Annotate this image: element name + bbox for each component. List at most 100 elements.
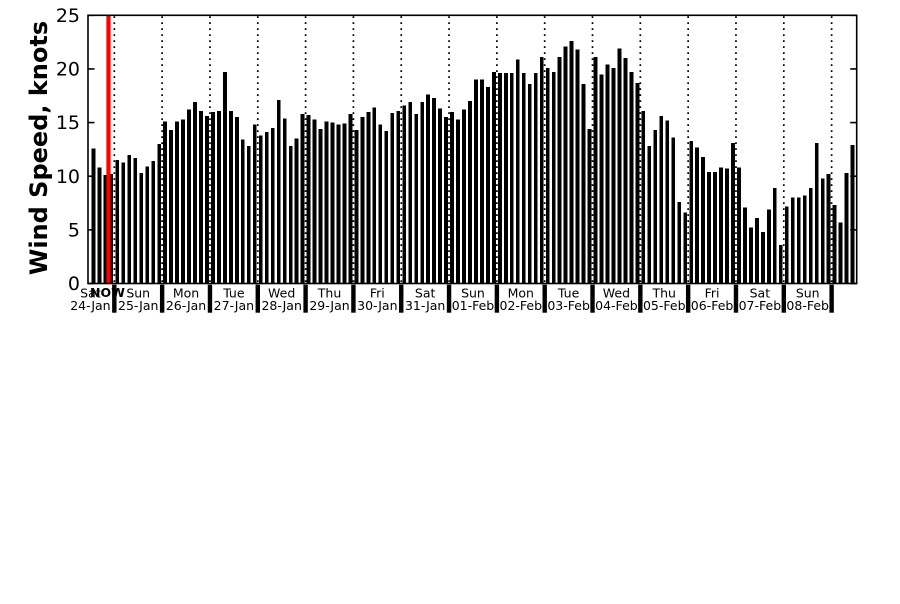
day-label-date: 30-Jan xyxy=(357,298,397,313)
wind-speed-bar xyxy=(121,162,126,284)
wind-speed-bar xyxy=(450,111,454,284)
wind-speed-bar xyxy=(217,110,221,284)
day-label-weekday: Sat xyxy=(80,286,101,301)
wind-speed-bar xyxy=(264,132,269,284)
wind-speed-bar xyxy=(575,49,580,284)
wind-speed-bar xyxy=(497,73,502,284)
wind-speed-bar xyxy=(790,197,795,284)
wind-speed-bar xyxy=(755,218,759,284)
wind-speed-bar xyxy=(468,101,472,284)
day-label-date: 31-Jan xyxy=(405,298,445,313)
wind-speed-bar xyxy=(772,188,777,284)
wind-speed-bar xyxy=(480,79,484,284)
wind-speed-bar xyxy=(593,57,598,284)
day-label-weekday: Sun xyxy=(461,286,485,301)
day-label-weekday: Thu xyxy=(652,286,676,301)
day-label-date: 07-Feb xyxy=(739,298,782,313)
wind-speed-bar xyxy=(826,174,831,284)
wind-speed-bar xyxy=(749,227,753,284)
wind-speed-bar xyxy=(282,118,287,284)
y-tick-label: 5 xyxy=(68,219,80,241)
day-label-date: 02-Feb xyxy=(500,298,543,313)
wind-speed-bar xyxy=(844,173,849,284)
wind-speed-bar xyxy=(288,146,293,284)
wind-speed-bar xyxy=(695,147,700,284)
y-tick-label: 0 xyxy=(68,273,80,295)
day-tick-mark xyxy=(399,284,404,313)
day-label-weekday: Sat xyxy=(415,286,436,301)
day-label-weekday: Sat xyxy=(750,286,771,301)
wind-speed-bar xyxy=(557,57,562,284)
wind-speed-bar xyxy=(784,206,789,284)
day-tick-mark xyxy=(829,284,834,313)
wind-speed-bar xyxy=(276,100,281,284)
wind-speed-bar xyxy=(491,72,496,284)
wind-speed-bar xyxy=(312,119,317,284)
wind-speed-bar xyxy=(390,112,395,284)
wind-speed-bar xyxy=(169,130,174,284)
wind-speed-bar xyxy=(414,114,419,284)
day-label-weekday: Wed xyxy=(268,286,295,301)
wind-speed-bar xyxy=(187,109,191,284)
wind-speed-bar xyxy=(342,123,347,284)
wind-speed-bar xyxy=(115,160,120,284)
wind-speed-bar xyxy=(719,167,723,284)
day-label-weekday: Thu xyxy=(317,286,341,301)
wind-speed-bar xyxy=(462,109,466,284)
wind-speed-bar xyxy=(766,209,771,284)
wind-speed-bar xyxy=(689,140,694,284)
wind-speed-bar xyxy=(635,82,640,284)
wind-speed-bar xyxy=(139,173,144,284)
wind-speed-bar xyxy=(372,107,377,284)
wind-speed-bar xyxy=(432,97,437,284)
now-line xyxy=(106,15,111,284)
wind-speed-bar xyxy=(246,146,251,284)
wind-speed-bar xyxy=(91,148,96,284)
wind-speed-bar xyxy=(671,137,676,284)
day-tick-mark xyxy=(255,284,260,313)
wind-speed-bar xyxy=(725,168,729,284)
wind-speed-bar xyxy=(581,83,586,284)
day-label-date: 26-Jan xyxy=(166,298,206,313)
wind-speed-bar xyxy=(366,111,371,284)
day-tick-mark xyxy=(159,284,165,313)
day-tick-mark xyxy=(446,284,452,313)
day-tick-mark xyxy=(733,284,739,313)
wind-speed-bar xyxy=(820,178,825,284)
wind-speed-bar xyxy=(109,174,114,284)
wind-speed-bar xyxy=(743,207,747,284)
wind-speed-bar xyxy=(151,161,156,284)
wind-speed-bar xyxy=(474,79,478,284)
day-label-weekday: Tue xyxy=(222,286,245,301)
wind-speed-bar xyxy=(707,171,711,284)
day-label-weekday: Mon xyxy=(508,286,534,301)
day-label-weekday: Fri xyxy=(705,286,720,301)
day-tick-mark xyxy=(542,284,547,313)
wind-speed-bar xyxy=(228,110,233,284)
wind-speed-bar xyxy=(402,105,407,284)
wind-speed-bar xyxy=(456,119,460,284)
wind-speed-bar xyxy=(157,144,162,284)
y-tick-label: 10 xyxy=(56,166,80,188)
day-label-weekday: Sun xyxy=(126,286,150,301)
wind-speed-bar xyxy=(175,121,179,284)
wind-speed-bar xyxy=(551,72,556,284)
day-tick-mark xyxy=(781,284,786,313)
wind-speed-bar xyxy=(348,114,353,284)
wind-speed-bar xyxy=(444,117,448,284)
wind-speed-bar xyxy=(599,74,604,284)
wind-speed-bar xyxy=(605,64,610,284)
y-tick-label: 15 xyxy=(56,112,80,134)
wind-speed-bar xyxy=(300,114,305,284)
wind-speed-bar xyxy=(808,188,813,284)
day-label-date: 04-Feb xyxy=(595,298,638,313)
wind-speed-bar xyxy=(641,110,646,284)
wind-speed-bar xyxy=(563,46,568,284)
day-label-date: 03-Feb xyxy=(547,298,590,313)
day-label-date: 05-Feb xyxy=(643,298,686,313)
day-tick-mark xyxy=(638,284,643,313)
wind-speed-bar xyxy=(426,94,431,284)
wind-speed-bar xyxy=(223,72,227,284)
wind-speed-bar xyxy=(354,130,359,284)
wind-speed-bar xyxy=(270,127,275,284)
